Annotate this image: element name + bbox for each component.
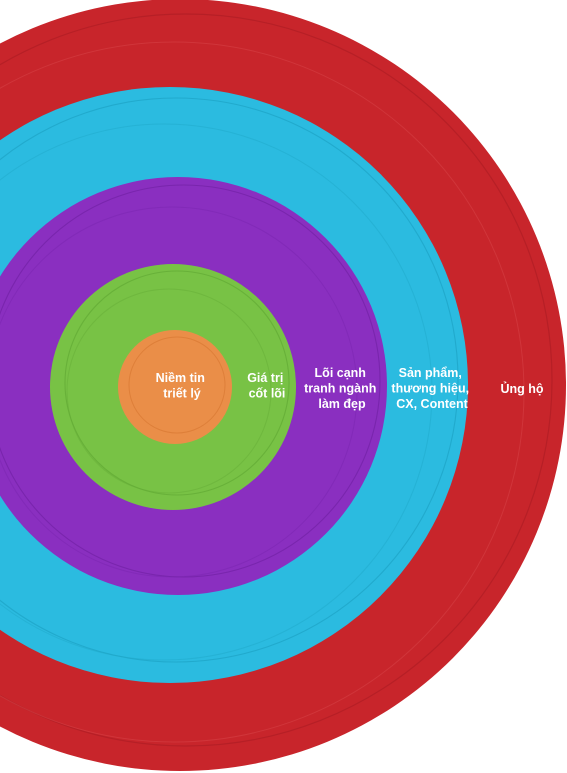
ring-niem-tin-texture xyxy=(128,336,226,434)
ring-label-line: thương hiệu, xyxy=(391,382,469,396)
ring-loi-canh-tranh-texture xyxy=(0,206,358,578)
ring-niem-tin: Niềm tin triết lý xyxy=(118,330,232,444)
ring-label-line: làm đẹp xyxy=(318,397,366,411)
ring-label-ung-ho: Ủng hộ xyxy=(500,381,543,396)
ring-san-pham-texture xyxy=(0,123,433,661)
ring-ung-ho-texture xyxy=(0,13,553,747)
ring-label-line: Lõi cạnh xyxy=(315,366,366,380)
ring-label-loi-canh-tranh: Lõi cạnh tranh ngành làm đẹp xyxy=(304,366,380,411)
ring-label-line: tranh ngành xyxy=(304,382,376,396)
ring-niem-tin-disc xyxy=(118,330,232,444)
ring-label-line: cốt lõi xyxy=(249,387,286,401)
ring-gia-tri-texture xyxy=(64,270,290,496)
ring-san-pham-texture xyxy=(0,97,459,663)
ring-label-niem-tin: Niềm tin triết lý xyxy=(156,371,209,401)
ring-label-san-pham: Sản phẩm, thương hiệu, CX, Content xyxy=(391,366,472,411)
ring-ung-ho-texture xyxy=(0,41,525,743)
ring-label-gia-tri: Giá trị cốt lõi xyxy=(247,371,287,401)
ring-label-line: Niềm tin xyxy=(156,371,205,385)
ring-label-line: Giá trị xyxy=(247,371,283,385)
ring-label-line: CX, Content xyxy=(396,397,468,411)
ring-label-line: Sản phẩm, xyxy=(399,366,462,380)
ring-label-line: Ủng hộ xyxy=(500,381,543,396)
ring-gia-tri-texture xyxy=(66,288,272,494)
ring-label-line: triết lý xyxy=(163,387,201,401)
